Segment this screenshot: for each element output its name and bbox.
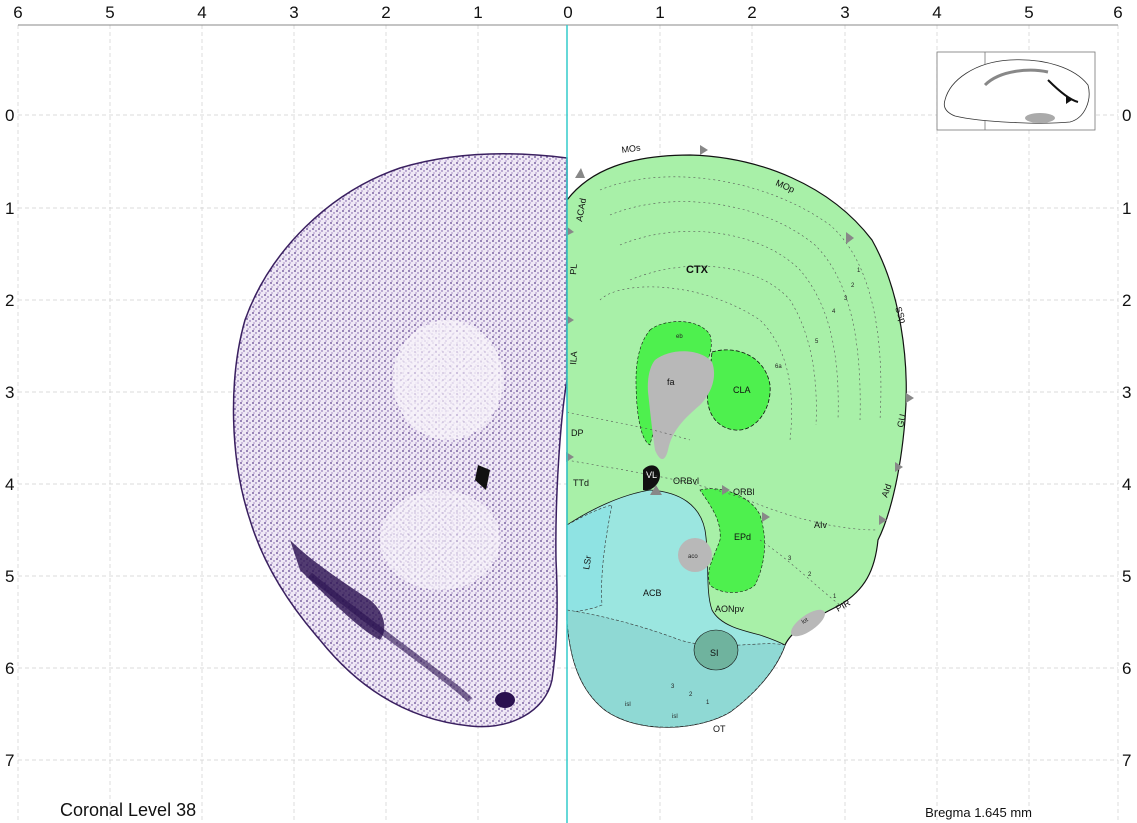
region-labels: CTX MOs MOp SSp GU AId AIv PIR lot ACAd … (568, 142, 908, 734)
region-label-aiv: AIv (814, 520, 828, 530)
layer-label: 6a (775, 364, 782, 370)
region-label-orbl: ORBl (733, 487, 755, 497)
layer-label: 1 (833, 594, 837, 600)
y-tick-label: 3 (5, 383, 14, 402)
region-label-ttd: TTd (573, 478, 589, 488)
y-tick-label: 7 (5, 751, 14, 770)
region-label-vl: VL (646, 470, 657, 480)
layer-label: 1 (857, 268, 861, 274)
layer-label: 2 (689, 692, 693, 698)
layer-label: 3 (671, 684, 675, 690)
level-title: Coronal Level 38 (60, 800, 197, 820)
region-label-pl: PL (568, 263, 579, 275)
region-label-eb: eb (676, 334, 683, 340)
region-label-mos: MOs (621, 142, 642, 155)
layer-label: 2 (851, 283, 855, 289)
x-tick-label: 6 (1113, 3, 1122, 22)
x-tick-label: 3 (840, 3, 849, 22)
x-tick-label: 1 (473, 3, 482, 22)
bregma-readout: Bregma 1.645 mm (925, 805, 1032, 820)
x-tick-label: 4 (932, 3, 941, 22)
y-tick-label: 2 (5, 291, 14, 310)
nissl-section (232, 152, 568, 728)
region-label-cla: CLA (733, 385, 751, 395)
region-label-orbvl: ORBvl (673, 476, 699, 486)
x-tick-label: 5 (105, 3, 114, 22)
layer-label: 4 (832, 309, 836, 315)
layer-label: 3 (844, 296, 848, 302)
region-label-ctx: CTX (686, 264, 709, 276)
region-label-acad: ACAd (574, 197, 588, 222)
region-label-lot: lot (801, 617, 810, 626)
layer-label: 5 (815, 339, 819, 345)
region-label-aco: aco (688, 554, 698, 560)
y-axis-labels-right: 0 1 2 3 4 5 6 7 (1122, 106, 1131, 770)
region-label-ila: ILA (568, 351, 579, 365)
region-label-acb: ACB (643, 588, 662, 598)
y-tick-label: 6 (1122, 659, 1131, 678)
y-tick-label: 6 (5, 659, 14, 678)
layer-label: 3 (788, 556, 792, 562)
x-axis-labels: 6 5 4 3 2 1 0 1 2 3 4 5 6 (13, 3, 1122, 22)
region-label-dp: DP (571, 428, 584, 438)
x-tick-label: 4 (197, 3, 206, 22)
region-label-gu: GU (895, 413, 908, 428)
x-tick-label: 2 (747, 3, 756, 22)
region-label-epd: EPd (734, 532, 751, 542)
x-tick-label: 0 (563, 3, 572, 22)
region-label-fa: fa (667, 377, 675, 387)
y-tick-label: 1 (5, 199, 14, 218)
y-axis-labels-left: 0 1 2 3 4 5 6 7 (5, 106, 14, 770)
x-tick-label: 6 (13, 3, 22, 22)
y-tick-label: 5 (1122, 567, 1131, 586)
y-tick-label: 0 (1122, 106, 1131, 125)
sagittal-thumbnail (936, 51, 1096, 131)
layer-label: 2 (808, 572, 812, 578)
y-tick-label: 4 (5, 475, 14, 494)
y-tick-label: 2 (1122, 291, 1131, 310)
region-label-ot: OT (713, 724, 726, 734)
y-tick-label: 7 (1122, 751, 1131, 770)
y-tick-label: 3 (1122, 383, 1131, 402)
atlas-hemisphere (566, 145, 914, 728)
x-tick-label: 2 (381, 3, 390, 22)
x-tick-label: 1 (655, 3, 664, 22)
region-label-aid: AId (879, 483, 893, 499)
y-tick-label: 1 (1122, 199, 1131, 218)
y-tick-label: 5 (5, 567, 14, 586)
layer-label: 1 (706, 700, 710, 706)
region-label-isl: isl (625, 702, 631, 708)
x-tick-label: 5 (1024, 3, 1033, 22)
y-tick-label: 0 (5, 106, 14, 125)
region-label-aonpv: AONpv (715, 604, 745, 614)
region-label-lsr: LSr (581, 555, 593, 571)
y-tick-label: 4 (1122, 475, 1131, 494)
x-tick-label: 3 (289, 3, 298, 22)
region-label-si: SI (710, 648, 719, 658)
region-label-isl: isl (672, 714, 678, 720)
